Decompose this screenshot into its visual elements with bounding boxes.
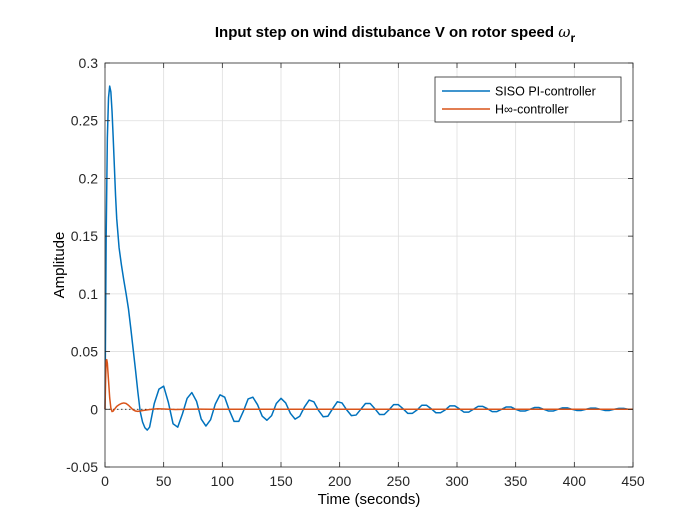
- axes-box: [104, 62, 634, 468]
- y-tick-label: 0.05: [71, 344, 98, 360]
- chart-title-symbol: ω: [558, 23, 570, 41]
- y-tick-label: 0.2: [79, 170, 99, 186]
- x-tick-label: 50: [156, 473, 172, 489]
- series-line-siso-pi: [104, 85, 633, 431]
- x-tick-label: 400: [563, 473, 587, 489]
- legend-label-siso-pi: SISO PI-controller: [495, 85, 596, 99]
- x-tick-label: 300: [445, 473, 469, 489]
- x-tick-label: 150: [269, 473, 293, 489]
- grid-lines: [105, 63, 633, 467]
- x-tick-label: 350: [504, 473, 528, 489]
- x-axis-label: Time (seconds): [318, 491, 421, 508]
- y-tick-label: 0.3: [79, 55, 99, 71]
- plot-area: [105, 63, 633, 467]
- y-tick-label: 0.1: [79, 286, 99, 302]
- legend[interactable]: SISO PI-controller H∞-controller: [434, 76, 622, 123]
- legend-box: [434, 76, 622, 123]
- y-tick-label: 0: [90, 401, 98, 417]
- chart-title: Input step on wind distubance V on rotor…: [215, 23, 576, 45]
- y-tick-label: -0.05: [66, 459, 98, 475]
- chart-title-text: Input step on wind distubance V on rotor…: [215, 24, 554, 41]
- y-axis-label: Amplitude: [51, 232, 68, 299]
- x-tick-label: 200: [328, 473, 352, 489]
- ticks: 0 50 100 150 200 250 300 350 400 450-0.0500.050.1…: [66, 55, 645, 489]
- series-layer: [104, 85, 633, 431]
- x-tick-label: 450: [621, 473, 645, 489]
- y-tick-label: 0.25: [71, 113, 98, 129]
- chart-title-subscript: r: [570, 31, 575, 45]
- x-tick-label: 250: [387, 473, 411, 489]
- series-line-hinf: [104, 358, 633, 413]
- x-tick-label: 100: [211, 473, 235, 489]
- y-tick-label: 0.15: [71, 228, 98, 244]
- x-tick-label: 0: [101, 473, 109, 489]
- legend-label-hinf: H∞-controller: [495, 103, 569, 117]
